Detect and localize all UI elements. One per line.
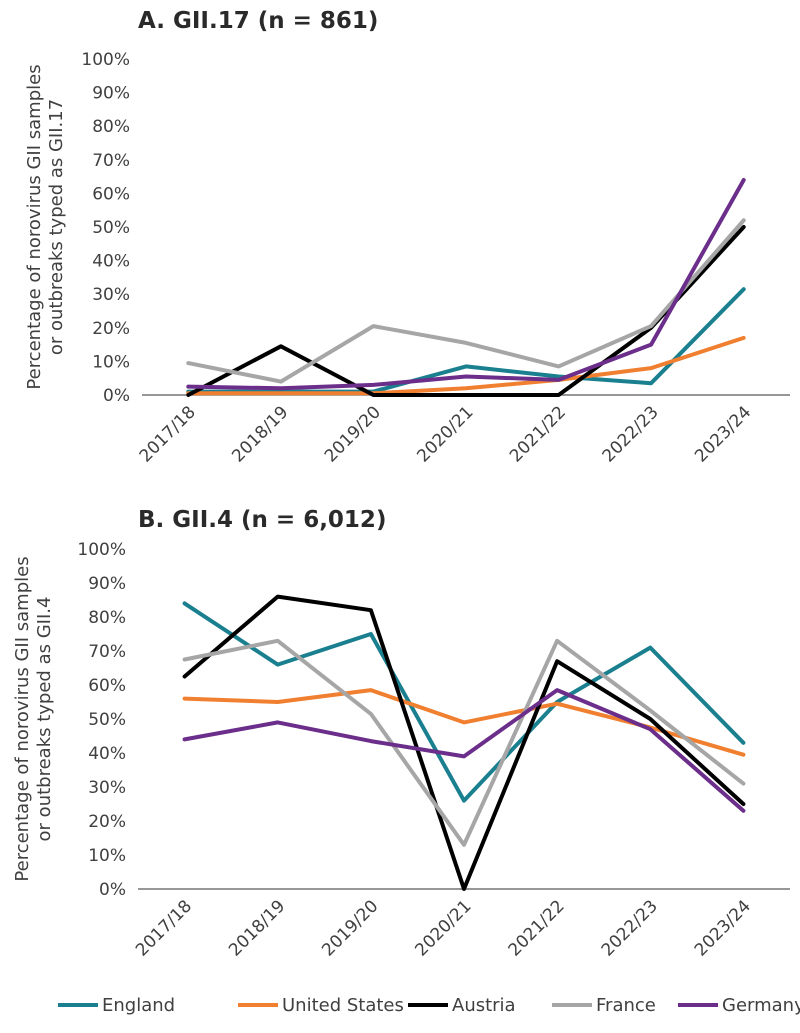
legend-item-france: France [552, 995, 656, 1016]
legend-item-germany: Germany [678, 995, 800, 1016]
x-tick-label: 2019/20 [318, 896, 382, 960]
legend: England United States Austria France Germany [58, 995, 800, 1016]
y-axis-label-line: Percentage of norovirus GII samples [12, 556, 33, 881]
y-tick-label: 100% [81, 50, 130, 70]
y-axis-label-line: Percentage of norovirus GII samples [24, 64, 45, 389]
x-tick-label: 2023/24 [691, 896, 755, 960]
legend-item-austria: Austria [408, 995, 516, 1016]
x-tick-label: 2022/23 [599, 402, 663, 466]
x-tick-label: 2017/18 [132, 896, 196, 960]
y-tick-label: 30% [88, 778, 126, 798]
y-tick-label: 100% [77, 540, 126, 560]
panel-b-gii4: B. GII.4 (n = 6,012) Percentage of norovi… [12, 507, 790, 960]
y-tick-label: 90% [88, 574, 126, 594]
y-tick-label: 0% [99, 880, 126, 900]
y-tick-label: 50% [88, 710, 126, 730]
y-tick-label: 60% [92, 184, 130, 204]
legend-label: Germany [722, 995, 800, 1016]
series-line-england [182, 601, 746, 803]
legend-label: Austria [452, 995, 516, 1016]
legend-item-england: England [58, 995, 175, 1016]
y-tick-label: 30% [92, 285, 130, 305]
legend-item-united-states: United States [238, 995, 404, 1016]
x-tick-label: 2019/20 [321, 402, 385, 466]
y-axis-label-line: or outbreaks typed as GII.4 [34, 597, 55, 842]
x-tick-label: 2022/23 [598, 896, 662, 960]
x-tick-label: 2017/18 [136, 402, 200, 466]
y-tick-label: 50% [92, 218, 130, 238]
legend-label: England [102, 995, 175, 1016]
series-line-united-states [186, 335, 746, 396]
y-tick-label: 90% [92, 84, 130, 104]
y-tick-label: 0% [103, 386, 130, 406]
chart-title: A. GII.17 (n = 861) [138, 8, 378, 34]
series-line-france [182, 638, 746, 847]
x-tick-label: 2021/22 [505, 896, 569, 960]
x-tick-label: 2020/21 [411, 896, 475, 960]
y-tick-label: 70% [88, 642, 126, 662]
y-tick-label: 10% [92, 352, 130, 372]
series-line-germany [182, 688, 746, 813]
y-axis-label-line: or outbreaks typed as GII.17 [46, 99, 67, 355]
y-axis-label: Percentage of norovirus GII samplesor ou… [24, 64, 67, 389]
series-line-austria [182, 594, 746, 891]
x-tick-label: 2018/19 [225, 896, 289, 960]
panel-a-gii17: A. GII.17 (n = 861) Percentage of norovir… [24, 8, 790, 466]
y-tick-label: 20% [92, 319, 130, 339]
y-tick-label: 70% [92, 151, 130, 171]
chart-title: B. GII.4 (n = 6,012) [138, 507, 386, 533]
x-tick-label: 2020/21 [413, 402, 477, 466]
series-line-austria [186, 225, 746, 397]
x-tick-label: 2021/22 [506, 402, 570, 466]
x-tick-label: 2023/24 [691, 402, 755, 466]
legend-label: France [596, 995, 656, 1016]
y-axis-label: Percentage of norovirus GII samplesor ou… [12, 556, 55, 881]
series-line-france [186, 218, 746, 384]
y-tick-label: 60% [88, 676, 126, 696]
y-tick-label: 20% [88, 812, 126, 832]
y-tick-label: 10% [88, 846, 126, 866]
legend-label: United States [282, 995, 404, 1016]
series-line-germany [186, 178, 746, 391]
y-tick-label: 80% [88, 608, 126, 628]
y-tick-label: 40% [92, 252, 130, 272]
x-tick-label: 2018/19 [228, 402, 292, 466]
y-tick-label: 40% [88, 744, 126, 764]
y-tick-label: 80% [92, 117, 130, 137]
